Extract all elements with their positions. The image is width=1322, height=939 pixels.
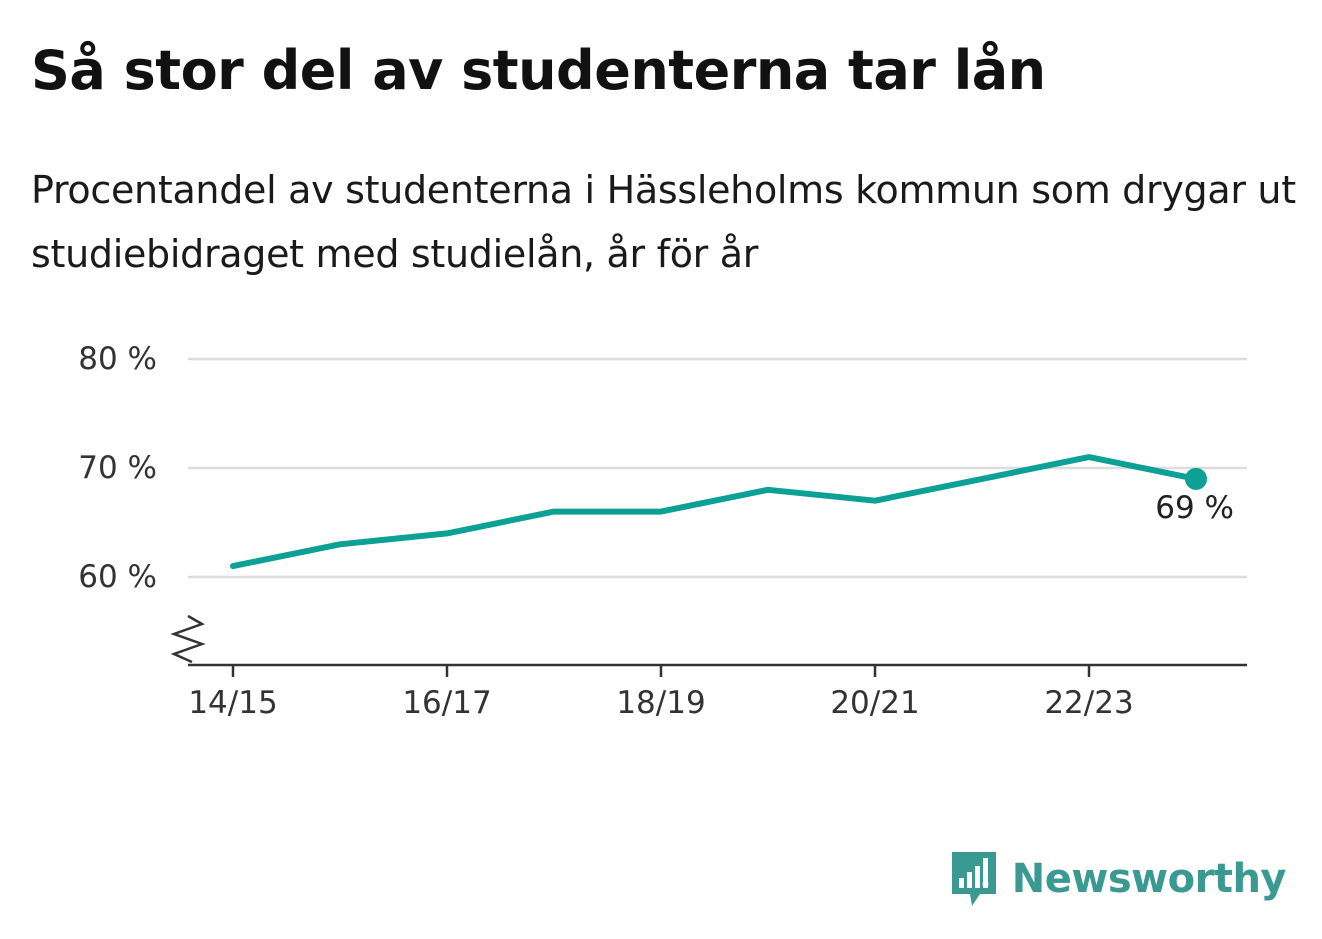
x-tick-label: 14/15 [188, 685, 277, 721]
y-axis-break-icon [170, 614, 206, 664]
chart-subtitle: Procentandel av studenterna i Hässleholm… [31, 168, 1296, 276]
bar-chart-speech-bubble-icon [951, 852, 996, 906]
newsworthy-logo: Newsworthy [950, 850, 1287, 908]
y-tick-label: 60 % [78, 559, 157, 595]
chart-title: Så stor del av studenterna tar lån [31, 39, 1046, 102]
data-label: 69 % [1155, 490, 1234, 526]
x-axis: 14/15 16/17 18/19 20/21 22/23 [170, 614, 1247, 721]
series-group [230, 454, 1199, 570]
x-tick-label: 18/19 [616, 685, 705, 721]
x-tick-label: 20/21 [830, 685, 919, 721]
series-line [230, 454, 1199, 570]
y-tick-label: 70 % [78, 450, 157, 486]
end-point-marker [1185, 467, 1207, 490]
annotations: 69 % [1155, 467, 1234, 526]
y-tick-label: 80 % [78, 341, 157, 377]
y-axis-ticks: 60 % 70 % 80 % [78, 341, 157, 595]
x-tick-label: 22/23 [1044, 685, 1133, 721]
line-chart: 60 % 70 % 80 % 14/15 16/17 18/19 20/21 22/23 6… [78, 341, 1247, 721]
x-tick-label: 16/17 [402, 685, 491, 721]
grid-lines [188, 357, 1247, 579]
brand-name: Newsworthy [1011, 856, 1287, 902]
